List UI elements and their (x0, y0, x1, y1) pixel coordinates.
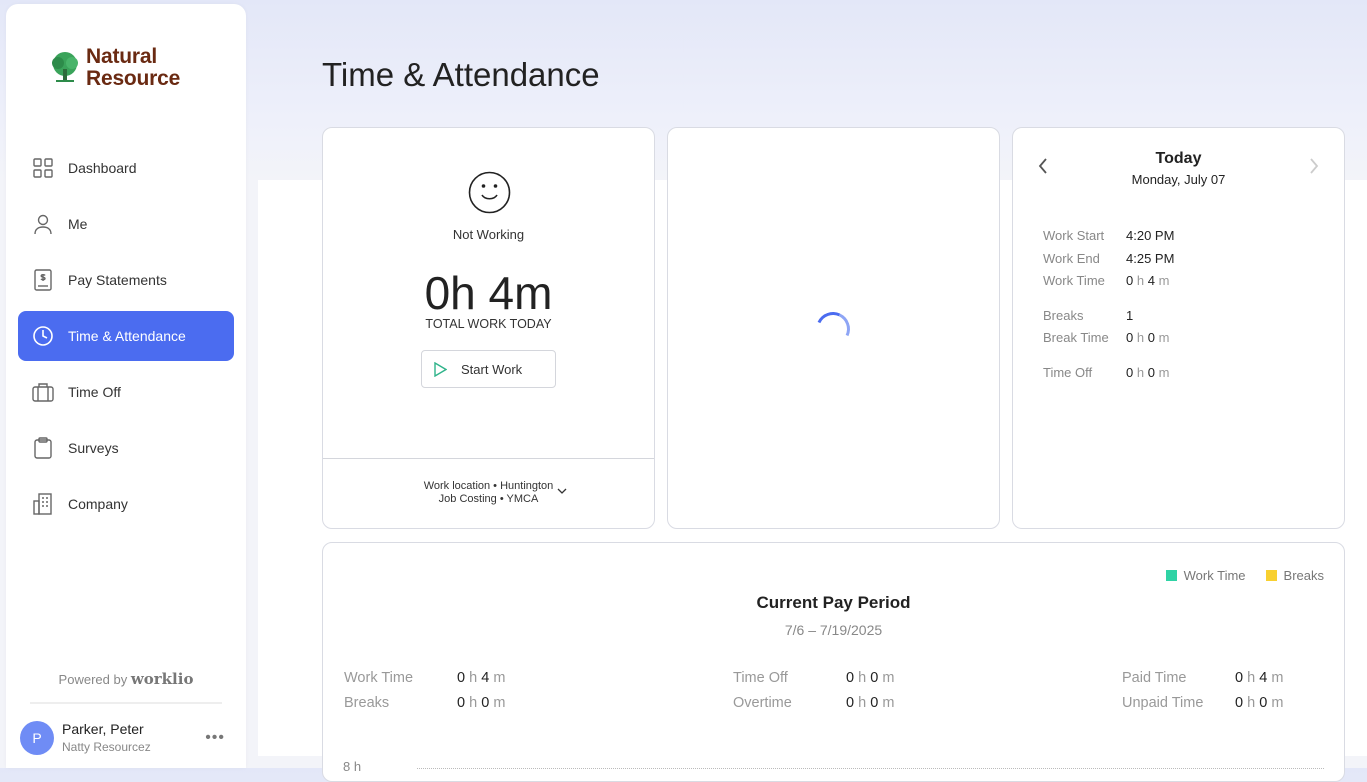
work-location-selector[interactable]: Work location • Huntington Job Costing • … (323, 480, 654, 506)
divider (30, 702, 222, 704)
sidebar-item-label: Dashboard (68, 160, 137, 176)
total-work-time: 0h 4m (424, 267, 553, 319)
building-icon (33, 493, 52, 515)
sidebar: Natural Resource Dashboard Me Pay Stateme… (6, 4, 246, 768)
suitcase-icon (32, 383, 54, 402)
chevron-down-icon[interactable] (557, 488, 567, 494)
row-label: Work Start (1043, 228, 1105, 244)
chevron-right-icon[interactable] (1309, 158, 1319, 174)
smiley-icon (468, 171, 511, 214)
row-value: 1 (1126, 307, 1134, 323)
chart-gridline (417, 768, 1324, 769)
avatar: P (20, 721, 54, 755)
stat-row: Time Off 0 h 0 m (733, 669, 895, 686)
sidebar-item-surveys[interactable]: Surveys (18, 423, 234, 473)
pay-period-title: Current Pay Period (756, 593, 911, 612)
stats-col-2: Time Off 0 h 0 m Overtime 0 h 0 m (733, 665, 894, 715)
logo[interactable]: Natural Resource (48, 46, 180, 90)
start-work-button[interactable]: Start Work (421, 350, 556, 388)
job-costing: Job Costing • YMCA (438, 493, 539, 505)
summary-row: Time Off 0 h 0 m (1043, 362, 1174, 385)
grid-icon (33, 158, 53, 178)
sidebar-item-me[interactable]: Me (18, 199, 234, 249)
stats-col-1: Work Time 0 h 4 m Breaks 0 h 0 m (344, 665, 505, 715)
row-value: 4:25 PM (1126, 250, 1175, 266)
row-value: 0 h 4 m (1126, 273, 1170, 289)
tree-icon (52, 52, 78, 82)
loading-card (667, 127, 1000, 529)
summary-row: Work Start 4:20 PM (1043, 225, 1174, 248)
day-summary: Work Start 4:20 PM Work End 4:25 PM Work T… (1043, 225, 1174, 384)
divider (323, 458, 654, 459)
chevron-left-icon[interactable] (1038, 158, 1048, 174)
summary-row: Work Time 0 h 4 m (1043, 270, 1174, 293)
user-org: Natty Resourcez (62, 740, 151, 754)
stat-row: Work Time 0 h 4 m (344, 669, 506, 686)
powered-by: Powered by worklio (6, 670, 246, 688)
legend: Work Time Breaks (1165, 568, 1324, 584)
legend-work-time: Work Time (1165, 568, 1246, 584)
person-icon (34, 214, 52, 235)
worklio-logo: worklio (130, 670, 194, 688)
page-title: Time & Attendance (322, 56, 600, 93)
row-label: Break Time (1043, 330, 1109, 346)
row-value: 4:20 PM (1126, 228, 1175, 244)
row-label: Time Off (1043, 364, 1093, 380)
stat-row: Paid Time 0 h 4 m (1122, 669, 1284, 686)
user-profile[interactable]: P Parker, Peter Natty Resourcez ••• (20, 721, 225, 755)
sidebar-item-label: Time & Attendance (68, 328, 186, 344)
dollar-document-icon (34, 269, 52, 291)
more-options-icon[interactable]: ••• (205, 729, 225, 746)
work-status: Not Working (452, 227, 525, 242)
logo-line2: Resource (86, 67, 181, 90)
legend-breaks: Breaks (1265, 568, 1324, 584)
logo-line1: Natural (86, 45, 157, 68)
stat-row: Overtime 0 h 0 m (733, 694, 895, 711)
sidebar-item-pay-statements[interactable]: Pay Statements (18, 255, 234, 305)
day-title: Today (1155, 150, 1202, 167)
summary-row: Breaks 1 (1043, 305, 1174, 328)
row-value: 0 h 0 m (1126, 330, 1170, 346)
stats-col-3: Paid Time 0 h 4 m Unpaid Time 0 h 0 m (1122, 665, 1283, 715)
sidebar-item-time-attendance[interactable]: Time & Attendance (18, 311, 234, 361)
stat-row: Breaks 0 h 0 m (344, 694, 506, 711)
clock-icon (33, 326, 53, 346)
row-label: Work End (1043, 250, 1100, 266)
loading-spinner (811, 307, 855, 351)
clock-card: Not Working 0h 4m TOTAL WORK TODAY Start… (322, 127, 655, 529)
sidebar-item-company[interactable]: Company (18, 479, 234, 529)
sidebar-item-dashboard[interactable]: Dashboard (18, 143, 234, 193)
sidebar-item-label: Surveys (68, 440, 119, 456)
pay-period-dates: 7/6 – 7/19/2025 (784, 622, 883, 638)
total-work-label: TOTAL WORK TODAY (425, 317, 552, 331)
pay-period-card: Work Time Breaks Current Pay Period 7/6 … (322, 542, 1345, 782)
sidebar-nav: Dashboard Me Pay Statements Time & Atten… (18, 143, 234, 535)
today-card: Today Monday, July 07 Work Start 4:20 PM … (1012, 127, 1345, 529)
summary-row: Break Time 0 h 0 m (1043, 327, 1174, 350)
clipboard-icon (34, 437, 52, 459)
chart-axis-label: 8 h (343, 759, 362, 774)
start-work-label: Start Work (461, 361, 523, 377)
sidebar-item-time-off[interactable]: Time Off (18, 367, 234, 417)
sidebar-item-label: Time Off (68, 384, 121, 400)
sidebar-item-label: Me (68, 216, 88, 232)
row-value: 0 h 0 m (1126, 364, 1170, 380)
row-label: Work Time (1043, 273, 1105, 289)
play-icon (434, 361, 447, 377)
powered-by-text: Powered by (58, 672, 128, 687)
work-location: Work location • Huntington (423, 480, 554, 492)
sidebar-item-label: Company (68, 496, 128, 512)
sidebar-item-label: Pay Statements (68, 272, 167, 288)
user-name: Parker, Peter (62, 721, 144, 737)
stat-row: Unpaid Time 0 h 0 m (1122, 694, 1284, 711)
day-date: Monday, July 07 (1131, 172, 1226, 187)
row-label: Breaks (1043, 307, 1084, 323)
summary-row: Work End 4:25 PM (1043, 248, 1174, 271)
